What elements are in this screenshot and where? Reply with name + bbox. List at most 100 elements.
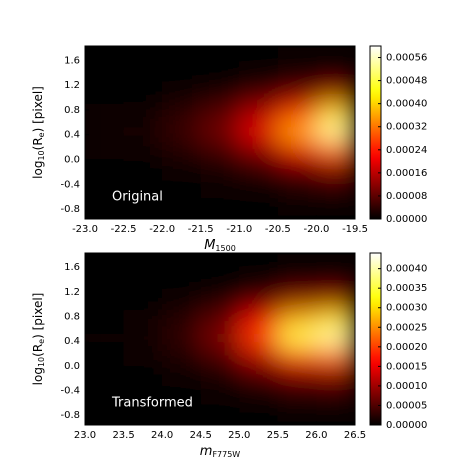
heatmap-cell [277, 196, 317, 216]
heatmap-cell [123, 310, 163, 330]
x-axis-label-main: M [204, 238, 215, 253]
colorbar [369, 45, 382, 220]
heatmap-cell [123, 103, 163, 123]
heatmap-cell [239, 159, 279, 179]
heatmap-cell [162, 310, 202, 330]
plot-frame [84, 252, 356, 426]
x-tick-label: 24.0 [151, 430, 173, 441]
heatmap-cell [239, 66, 279, 86]
heatmap-cell [239, 384, 279, 404]
y-tick-label: 0.0 [64, 154, 80, 165]
heatmap-cell [316, 347, 355, 367]
heatmap-cell [162, 85, 202, 105]
heatmap-cell [200, 140, 240, 160]
heatmap-cell [277, 47, 317, 67]
heatmap-cell [85, 254, 125, 274]
heatmap-cell [85, 159, 125, 179]
heatmap-cell [239, 310, 279, 330]
y-axis-label-part: log [31, 161, 45, 179]
y-axis-label-part: (R [31, 137, 45, 150]
x-tick-label: 26.5 [344, 430, 366, 441]
heatmap-cell [277, 122, 317, 142]
heatmap-cell [162, 347, 202, 367]
heatmap-cell [277, 140, 317, 160]
heatmap-cell [162, 254, 202, 274]
heatmap-cell [277, 85, 317, 105]
colorbar [369, 252, 382, 426]
heatmap-cell [277, 291, 317, 311]
heatmap-cell [123, 384, 163, 404]
y-tick-label: 0.4 [64, 130, 80, 141]
y-tick-label: -0.8 [60, 204, 80, 215]
x-axis-label: mF775W [200, 444, 241, 459]
x-axis-label-sub: F775W [212, 450, 240, 459]
heatmap [85, 47, 355, 216]
colorbar-tick-label: 0.00032 [386, 122, 427, 133]
heatmap-cell [316, 402, 355, 422]
x-tick-label: -23.0 [72, 224, 98, 235]
heatmap-cell [85, 402, 125, 422]
x-axis-label-main: m [200, 444, 213, 459]
heatmap-cell [123, 291, 163, 311]
colorbar-tick-label: 0.00005 [386, 400, 427, 411]
heatmap-cell [277, 328, 317, 348]
colorbar-tick-label: 0.00035 [386, 283, 427, 294]
colorbar-tick-label: 0.00024 [386, 145, 427, 156]
heatmap-cell [123, 122, 163, 142]
heatmap-cell [85, 66, 125, 86]
heatmap-cell [239, 122, 279, 142]
heatmap-cell [239, 365, 279, 385]
heatmap-cell [316, 122, 355, 142]
heatmap-cell [316, 254, 355, 274]
heatmap-cell [85, 291, 125, 311]
x-tick-label: -22.5 [111, 224, 137, 235]
heatmap-cell [162, 384, 202, 404]
heatmap-cell [316, 291, 355, 311]
heatmap-cell [239, 85, 279, 105]
heatmap-cell [277, 402, 317, 422]
heatmap-cell [85, 47, 125, 67]
heatmap-cell [200, 347, 240, 367]
x-tick-label: -19.5 [342, 224, 368, 235]
x-tick-label: -22.0 [149, 224, 175, 235]
y-tick-label: 0.0 [64, 361, 80, 372]
heatmap-cell [123, 196, 163, 216]
colorbar-tick-label: 0.00025 [386, 322, 427, 333]
heatmap-cell [277, 365, 317, 385]
heatmap-cell [277, 310, 317, 330]
annotation: Transformed [111, 396, 193, 411]
y-tick-label: 0.4 [64, 336, 80, 347]
annotation: Original [112, 190, 163, 205]
heatmap-cell [200, 291, 240, 311]
heatmap-cell [200, 159, 240, 179]
colorbar-tick-label: 0.00030 [386, 303, 427, 314]
heatmap-cell [316, 196, 355, 216]
heatmap-cell [316, 47, 355, 67]
heatmap-cell [200, 47, 240, 67]
heatmap-cell [162, 365, 202, 385]
heatmap-cell [123, 347, 163, 367]
colorbar-tick-label: 0.00000 [386, 420, 427, 431]
heatmap-cell [277, 178, 317, 198]
y-axis-label: log10(Re) [pixel] [31, 293, 46, 386]
y-tick-label: 0.8 [64, 105, 80, 116]
x-tick-label: 24.5 [190, 430, 212, 441]
x-tick-label: -20.0 [303, 224, 329, 235]
heatmap-cell [162, 328, 202, 348]
heatmap-cell [277, 159, 317, 179]
y-axis-label-part: 10 [37, 357, 46, 367]
heatmap-cell [239, 196, 279, 216]
x-tick-label: -21.5 [188, 224, 214, 235]
heatmap-cell [277, 273, 317, 293]
y-axis-label-part: 10 [37, 150, 46, 160]
heatmap-cell [316, 178, 355, 198]
heatmap-cell [85, 273, 125, 293]
heatmap-cell [239, 47, 279, 67]
heatmap-cell [200, 254, 240, 274]
x-tick-label: 23.5 [112, 430, 134, 441]
y-tick-label: 1.6 [64, 55, 80, 66]
heatmap-cell [200, 66, 240, 86]
x-tick-label: 25.0 [228, 430, 250, 441]
heatmap-cell [200, 310, 240, 330]
